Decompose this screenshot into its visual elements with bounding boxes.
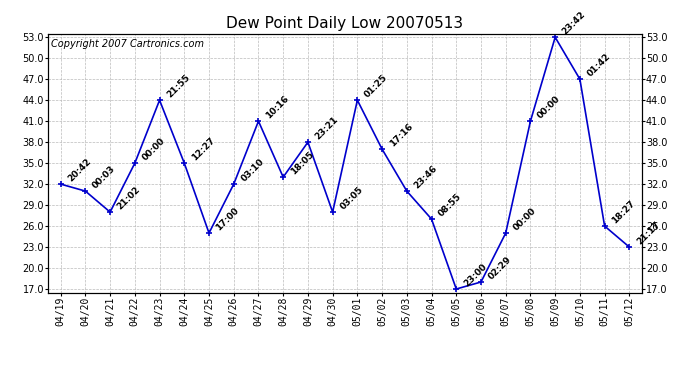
Text: 23:00: 23:00 (462, 262, 489, 288)
Text: 00:00: 00:00 (536, 94, 562, 120)
Text: 00:03: 00:03 (91, 164, 117, 190)
Text: 21:55: 21:55 (165, 73, 192, 99)
Text: 12:27: 12:27 (190, 136, 217, 162)
Title: Dew Point Daily Low 20070513: Dew Point Daily Low 20070513 (226, 16, 464, 31)
Text: 00:00: 00:00 (511, 206, 538, 232)
Text: 23:46: 23:46 (413, 164, 439, 190)
Text: 02:29: 02:29 (486, 255, 513, 281)
Text: 18:27: 18:27 (610, 199, 637, 225)
Text: 21:02: 21:02 (116, 185, 142, 211)
Text: 17:00: 17:00 (215, 206, 241, 232)
Text: 17:16: 17:16 (388, 122, 414, 148)
Text: 23:21: 23:21 (313, 115, 340, 141)
Text: 00:00: 00:00 (140, 136, 167, 162)
Text: 08:55: 08:55 (437, 192, 464, 218)
Text: 23:42: 23:42 (561, 10, 587, 36)
Text: 03:05: 03:05 (338, 185, 364, 211)
Text: 18:05: 18:05 (288, 150, 315, 176)
Text: 01:25: 01:25 (363, 73, 389, 99)
Text: 20:42: 20:42 (66, 157, 93, 183)
Text: 21:17: 21:17 (635, 220, 662, 246)
Text: 10:16: 10:16 (264, 94, 290, 120)
Text: 01:42: 01:42 (585, 52, 612, 78)
Text: 03:10: 03:10 (239, 157, 266, 183)
Text: Copyright 2007 Cartronics.com: Copyright 2007 Cartronics.com (51, 39, 204, 49)
